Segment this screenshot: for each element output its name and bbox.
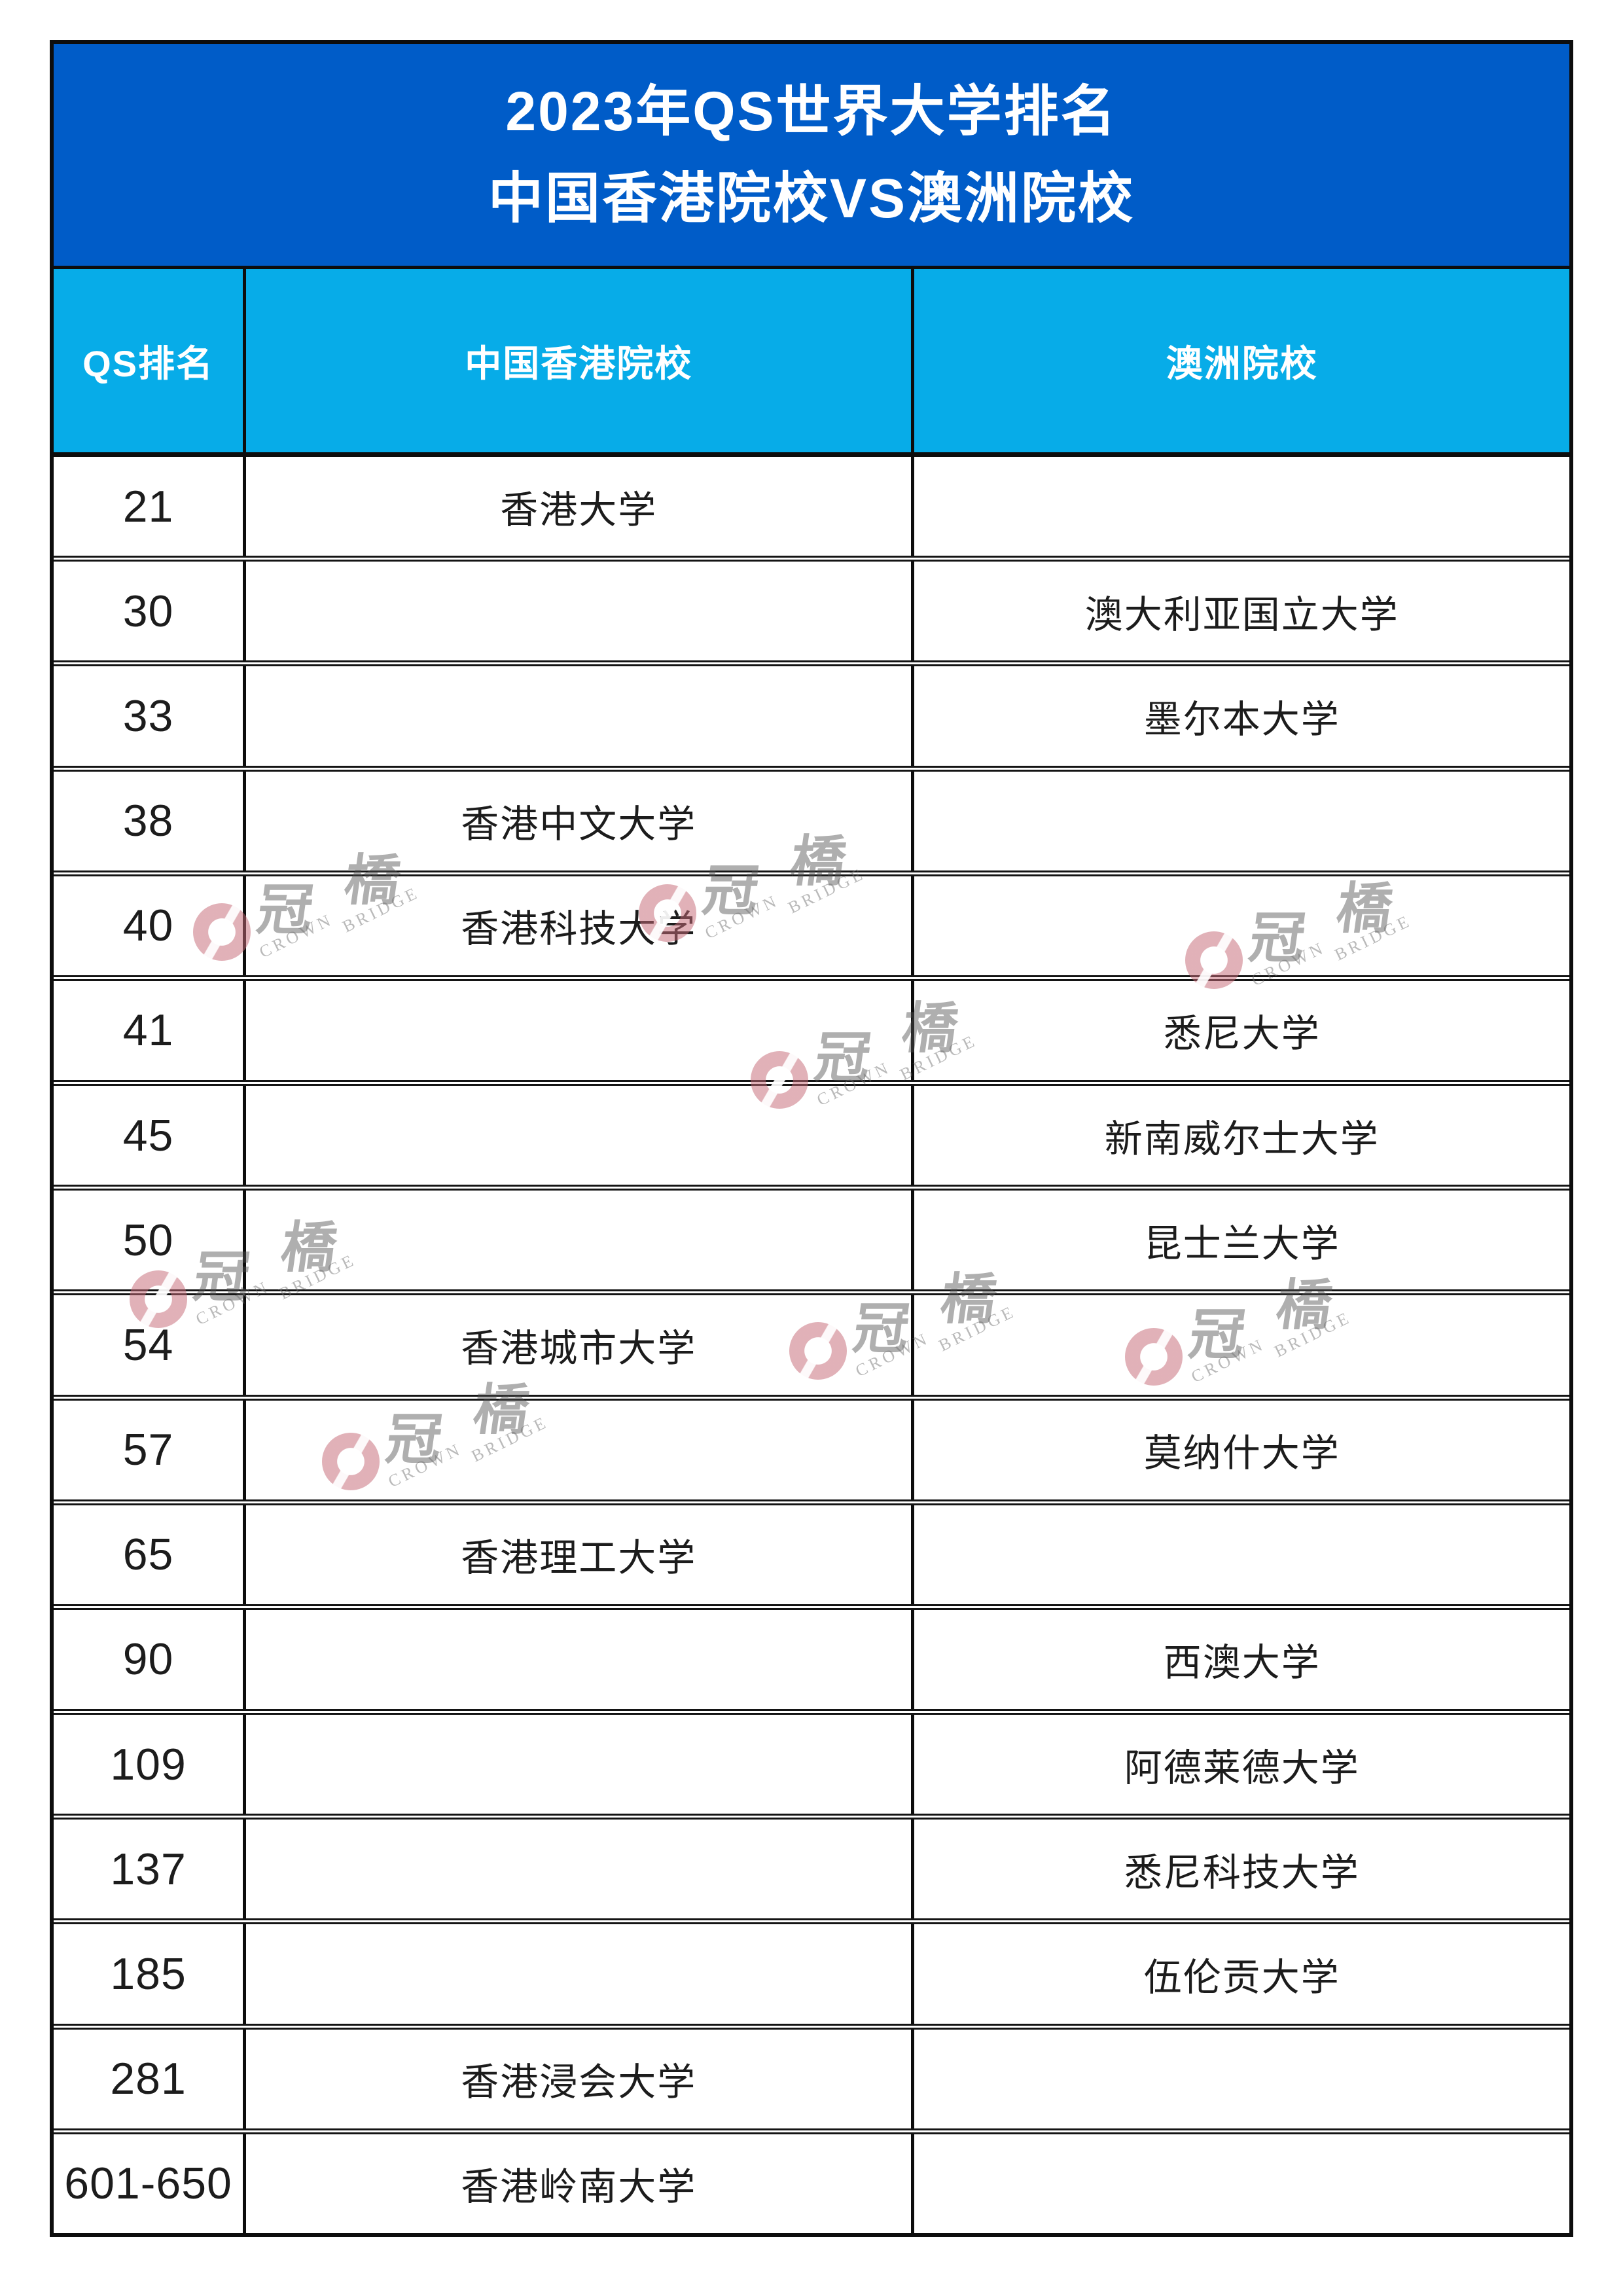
hk-university-cell: 香港城市大学: [246, 1295, 915, 1395]
hk-university-cell: [246, 1086, 915, 1185]
rank-cell: 40: [54, 876, 247, 975]
hk-university-cell: 香港理工大学: [246, 1505, 915, 1604]
rank-cell: 33: [54, 666, 247, 766]
table-row: 38 香港中文大学: [54, 765, 1569, 870]
header-qs-rank: QS排名: [54, 269, 247, 452]
rank-cell: 185: [54, 1924, 247, 2024]
hk-university-cell: 香港中文大学: [246, 771, 915, 870]
rank-cell: 65: [54, 1505, 247, 1604]
au-university-cell: 墨尔本大学: [1143, 698, 1340, 741]
hk-university-cell: [246, 666, 915, 766]
hk-university-cell: [246, 1715, 915, 1814]
rank-cell: 57: [54, 1400, 247, 1499]
table-row: 54 香港城市大学: [54, 1289, 1569, 1395]
title-line-2: 中国香港院校VS澳洲院校: [488, 167, 1135, 229]
hk-university-cell: 香港岭南大学: [246, 2134, 915, 2233]
hk-university-cell: [246, 1609, 915, 1710]
rank-cell: 137: [54, 1820, 247, 1919]
table-row: 109 阿德莱德大学: [54, 1709, 1569, 1814]
au-university-cell: 悉尼大学: [1163, 1013, 1321, 1056]
hk-university-cell: [246, 980, 915, 1081]
au-university-cell: 悉尼科技大学: [1124, 1851, 1360, 1894]
header-au-universities: 澳洲院校: [1166, 342, 1318, 384]
au-university-cell: 澳大利亚国立大学: [1084, 593, 1399, 636]
rank-cell: 90: [54, 1609, 247, 1710]
au-university-cell: [914, 457, 1569, 556]
table-row: 281 香港浸会大学: [54, 2023, 1569, 2128]
header-hk-universities: 中国香港院校: [246, 269, 915, 452]
title-line-1: 2023年QS世界大学排名: [505, 80, 1118, 142]
au-university-cell: 昆士兰大学: [1143, 1222, 1340, 1265]
hk-university-cell: [246, 1400, 915, 1499]
hk-university-cell: [246, 1820, 915, 1919]
table-row: 57 莫纳什大学: [54, 1394, 1569, 1499]
table-row: 21 香港大学: [54, 457, 1569, 556]
table-row: 50 昆士兰大学: [54, 1185, 1569, 1290]
au-university-cell: [914, 2134, 1569, 2233]
rank-cell: 54: [54, 1295, 247, 1395]
rank-cell: 281: [54, 2029, 247, 2128]
au-university-cell: 阿德莱德大学: [1124, 1746, 1360, 1789]
table-row: 30 澳大利亚国立大学: [54, 556, 1569, 661]
hk-university-cell: [246, 1924, 915, 2024]
hk-university-cell: 香港科技大学: [246, 876, 915, 975]
table-title: 2023年QS世界大学排名 中国香港院校VS澳洲院校: [54, 44, 1569, 269]
table-row: 185 伍伦贡大学: [54, 1918, 1569, 2024]
au-university-cell: [914, 876, 1569, 975]
table-row: 45 新南威尔士大学: [54, 1080, 1569, 1185]
rank-cell: 21: [54, 457, 247, 556]
table-row: 33 墨尔本大学: [54, 660, 1569, 766]
table-row: 40 香港科技大学: [54, 870, 1569, 975]
au-university-cell: 莫纳什大学: [1143, 1432, 1340, 1475]
table-row: 601-650 香港岭南大学: [54, 2128, 1569, 2233]
au-university-cell: [914, 1505, 1569, 1604]
rank-cell: 30: [54, 562, 247, 661]
hk-university-cell: [246, 1191, 915, 1290]
rank-cell: 38: [54, 771, 247, 870]
au-university-cell: [914, 2030, 1569, 2128]
au-university-cell: [914, 1295, 1569, 1394]
table-row: 137 悉尼科技大学: [54, 1814, 1569, 1919]
table-row: 90 西澳大学: [54, 1604, 1569, 1710]
au-university-cell: 伍伦贡大学: [1143, 1956, 1340, 1999]
rank-cell: 109: [54, 1715, 247, 1814]
au-university-cell: 西澳大学: [1163, 1641, 1321, 1685]
au-university-cell: [914, 772, 1569, 870]
rank-cell: 601-650: [54, 2134, 247, 2233]
hk-university-cell: 香港大学: [246, 457, 915, 556]
hk-university-cell: 香港浸会大学: [246, 2029, 915, 2128]
ranking-table: 2023年QS世界大学排名 中国香港院校VS澳洲院校 QS排名 中国香港院校 澳…: [50, 40, 1573, 2237]
table-row: 41 悉尼大学: [54, 975, 1569, 1081]
table-header-row: QS排名 中国香港院校 澳洲院校: [54, 269, 1569, 457]
table-body: 21 香港大学 30 澳大利亚国立大学 33 墨尔本大学 38 香港中文大学 4…: [54, 457, 1569, 2233]
rank-cell: 50: [54, 1191, 247, 1290]
rank-cell: 45: [54, 1086, 247, 1185]
au-university-cell: 新南威尔士大学: [1104, 1117, 1380, 1160]
rank-cell: 41: [54, 980, 247, 1081]
hk-university-cell: [246, 562, 915, 661]
table-row: 65 香港理工大学: [54, 1499, 1569, 1604]
